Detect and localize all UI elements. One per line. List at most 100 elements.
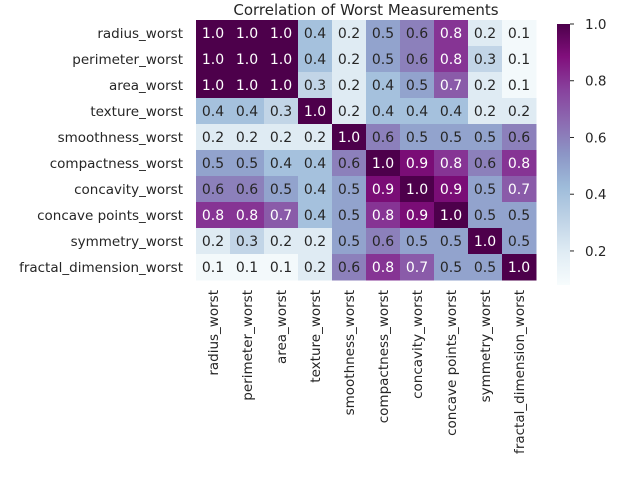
colorbar bbox=[557, 24, 570, 285]
cell-value-r9-c0: 0.1 bbox=[202, 260, 224, 276]
cell-value-r1-c4: 0.2 bbox=[338, 52, 360, 68]
cell-r1-c1 bbox=[230, 46, 265, 73]
cell-r8-c5 bbox=[366, 228, 401, 255]
y-label-symmetry-worst: symmetry_worst bbox=[71, 234, 183, 250]
cell-value-r7-c1: 0.8 bbox=[236, 208, 258, 224]
cell-value-r1-c6: 0.6 bbox=[406, 52, 428, 68]
cell-value-r3-c9: 0.2 bbox=[508, 104, 530, 120]
cell-value-r6-c5: 0.9 bbox=[372, 182, 394, 198]
cell-value-r9-c2: 0.1 bbox=[270, 260, 292, 276]
cell-value-r6-c0: 0.6 bbox=[202, 182, 224, 198]
cell-r1-c0 bbox=[196, 46, 231, 73]
cell-r0-c3 bbox=[298, 20, 333, 47]
cell-value-r6-c9: 0.7 bbox=[508, 182, 530, 198]
cell-r5-c0 bbox=[196, 150, 231, 177]
cell-value-r6-c3: 0.4 bbox=[304, 182, 326, 198]
cell-r9-c0 bbox=[196, 254, 231, 281]
x-label-compactness-worst: compactness_worst bbox=[376, 290, 392, 423]
cell-value-r1-c5: 0.5 bbox=[372, 52, 394, 68]
cell-value-r5-c2: 0.4 bbox=[270, 156, 292, 172]
x-label-perimeter-worst: perimeter_worst bbox=[240, 290, 256, 401]
cell-value-r8-c2: 0.2 bbox=[270, 234, 292, 250]
cell-r8-c9 bbox=[502, 228, 537, 255]
cell-r2-c4 bbox=[332, 72, 367, 99]
cell-value-r7-c7: 1.0 bbox=[440, 208, 462, 224]
cell-r8-c4 bbox=[332, 228, 367, 255]
cell-r2-c1 bbox=[230, 72, 265, 99]
heatmap-cells: 1.0 1.0 1.0 0.4 0.2 0.5 0.6 0.8 0.2 0.1 1.0 1.0 1.0 0… bbox=[196, 20, 537, 281]
cell-value-r8-c5: 0.6 bbox=[372, 234, 394, 250]
cell-r9-c2 bbox=[264, 254, 299, 281]
cell-r0-c4 bbox=[332, 20, 367, 47]
cell-value-r4-c7: 0.5 bbox=[440, 130, 462, 146]
cell-value-r8-c1: 0.3 bbox=[236, 234, 258, 250]
cell-r3-c0 bbox=[196, 98, 231, 125]
y-label-compactness-worst: compactness_worst bbox=[50, 156, 183, 172]
cell-r9-c6 bbox=[400, 254, 435, 281]
colorbar-label-1: 0.4 bbox=[585, 187, 606, 203]
cell-value-r3-c6: 0.4 bbox=[406, 104, 428, 120]
cell-r8-c8 bbox=[468, 228, 503, 255]
cell-r5-c3 bbox=[298, 150, 333, 177]
cell-value-r8-c8: 1.0 bbox=[474, 234, 496, 250]
cell-value-r6-c7: 0.9 bbox=[440, 182, 462, 198]
cell-value-r0-c2: 1.0 bbox=[270, 26, 292, 42]
cell-value-r4-c4: 1.0 bbox=[338, 130, 360, 146]
cell-value-r8-c0: 0.2 bbox=[202, 234, 224, 250]
cell-value-r4-c5: 0.6 bbox=[372, 130, 394, 146]
cell-value-r1-c1: 1.0 bbox=[236, 52, 258, 68]
x-label-symmetry-worst: symmetry_worst bbox=[478, 290, 494, 402]
cell-r6-c2 bbox=[264, 176, 299, 203]
cell-r4-c9 bbox=[502, 124, 537, 151]
cell-value-r1-c8: 0.3 bbox=[474, 52, 496, 68]
cell-value-r4-c9: 0.6 bbox=[508, 130, 530, 146]
cell-r3-c9 bbox=[502, 98, 537, 125]
cell-value-r3-c5: 0.4 bbox=[372, 104, 394, 120]
cell-value-r5-c0: 0.5 bbox=[202, 156, 224, 172]
cell-value-r0-c5: 0.5 bbox=[372, 26, 394, 42]
cell-value-r6-c8: 0.5 bbox=[474, 182, 496, 198]
cell-value-r5-c3: 0.4 bbox=[304, 156, 326, 172]
cell-value-r3-c1: 0.4 bbox=[236, 104, 258, 120]
y-label-fractal-dimension-worst: fractal_dimension_worst bbox=[19, 260, 183, 276]
cell-value-r5-c6: 0.9 bbox=[406, 156, 428, 172]
cell-r1-c4 bbox=[332, 46, 367, 73]
cell-value-r6-c1: 0.6 bbox=[236, 182, 258, 198]
cell-r5-c6 bbox=[400, 150, 435, 177]
cell-r1-c5 bbox=[366, 46, 401, 73]
cell-value-r2-c5: 0.4 bbox=[372, 78, 394, 94]
colorbar-label-4: 1.0 bbox=[585, 17, 606, 33]
cell-r6-c0 bbox=[196, 176, 231, 203]
cell-value-r4-c6: 0.5 bbox=[406, 130, 428, 146]
colorbar-ticks: 0.2 0.4 0.6 0.8 1.0 bbox=[570, 17, 606, 260]
cell-r5-c9 bbox=[502, 150, 537, 177]
cell-r2-c2 bbox=[264, 72, 299, 99]
cell-r4-c6 bbox=[400, 124, 435, 151]
cell-value-r7-c0: 0.8 bbox=[202, 208, 224, 224]
x-label-area-worst: area_worst bbox=[274, 290, 290, 364]
cell-value-r5-c9: 0.8 bbox=[508, 156, 530, 172]
x-tick-labels: radius_worst perimeter_worst area_worst tex… bbox=[206, 290, 528, 454]
cell-value-r5-c4: 0.6 bbox=[338, 156, 360, 172]
cell-value-r1-c2: 1.0 bbox=[270, 52, 292, 68]
cell-r6-c4 bbox=[332, 176, 367, 203]
cell-r9-c1 bbox=[230, 254, 265, 281]
cell-value-r7-c6: 0.9 bbox=[406, 208, 428, 224]
y-label-texture-worst: texture_worst bbox=[90, 104, 183, 120]
cell-value-r4-c8: 0.5 bbox=[474, 130, 496, 146]
cell-value-r5-c7: 0.8 bbox=[440, 156, 462, 172]
cell-r3-c1 bbox=[230, 98, 265, 125]
cell-value-r0-c1: 1.0 bbox=[236, 26, 258, 42]
cell-value-r8-c7: 0.5 bbox=[440, 234, 462, 250]
cell-value-r2-c2: 1.0 bbox=[270, 78, 292, 94]
cell-r8-c6 bbox=[400, 228, 435, 255]
cell-value-r6-c6: 1.0 bbox=[406, 182, 428, 198]
cell-r8-c0 bbox=[196, 228, 231, 255]
cell-value-r3-c3: 1.0 bbox=[304, 104, 326, 120]
cell-r3-c4 bbox=[332, 98, 367, 125]
cell-value-r8-c9: 0.5 bbox=[508, 234, 530, 250]
cell-value-r2-c6: 0.5 bbox=[406, 78, 428, 94]
cell-r7-c8 bbox=[468, 202, 503, 229]
cell-r9-c4 bbox=[332, 254, 367, 281]
